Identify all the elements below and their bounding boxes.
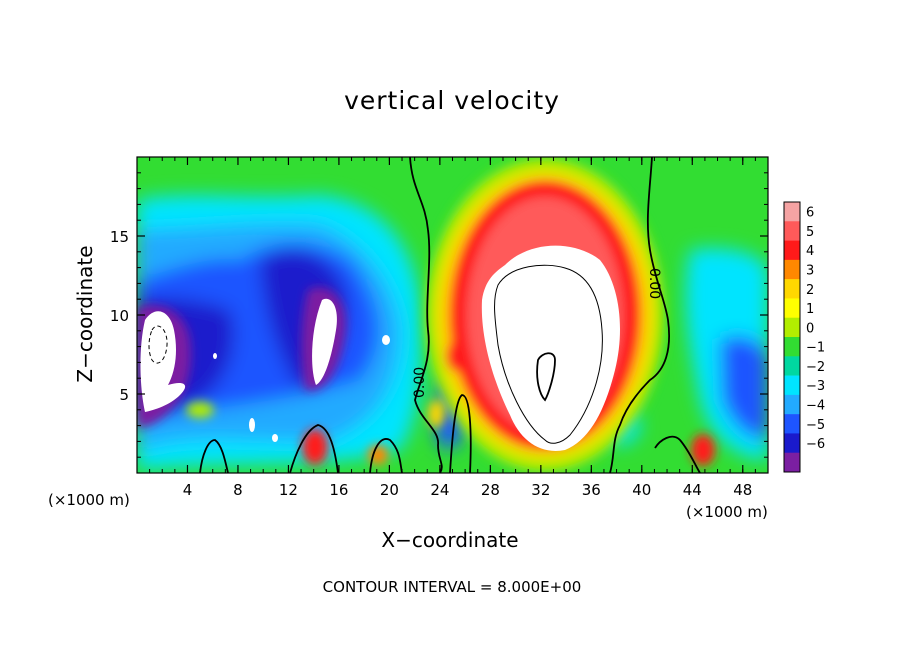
colorbar-label: 0 [806, 321, 814, 336]
colorbar-swatch [784, 337, 800, 357]
colorbar-swatch [784, 221, 800, 241]
x-tick-label: 8 [233, 481, 243, 499]
contour-label: 0.00 [412, 367, 428, 398]
colorbar-swatch [784, 375, 800, 396]
colorbar-swatch [784, 317, 800, 338]
colorbar-swatch [784, 202, 800, 222]
y-tick-label: 10 [110, 307, 129, 325]
colorbar-label: −2 [806, 360, 825, 375]
colorbar-swatch [784, 356, 800, 376]
colorbar-label: 3 [806, 264, 814, 279]
chart-title: vertical velocity [344, 86, 560, 115]
colorbar-label: 6 [806, 206, 814, 221]
colorbar-label: 2 [806, 283, 814, 298]
x-tick-label: 24 [430, 481, 449, 499]
x-axis-ticks: 4 8 12 16 20 24 28 32 36 40 44 48 [149, 157, 756, 499]
x-tick-label: 20 [380, 481, 399, 499]
contour-interval: CONTOUR INTERVAL = 8.000E+00 [322, 578, 582, 596]
colorbar-label: 5 [806, 225, 814, 240]
colorbar-swatch [784, 298, 800, 319]
colorbar-frame [783, 201, 801, 473]
x-tick-label: 40 [632, 481, 651, 499]
y-axis-label: Z−coordinate [73, 245, 97, 383]
white-updraft-core [481, 245, 620, 451]
contour-label: 0.00 [646, 268, 662, 299]
colorbar-label: −1 [806, 341, 825, 356]
y-tick-label: 15 [110, 228, 129, 246]
colorbar-label: −4 [806, 399, 825, 414]
colorbar-label: 4 [806, 244, 814, 259]
colorbar-swatch [784, 240, 800, 261]
x-tick-label: 32 [531, 481, 550, 499]
x-tick-label: 36 [582, 481, 601, 499]
colorbar-swatch [784, 414, 800, 434]
colorbar-label: −6 [806, 437, 825, 452]
white-downdraft-left [140, 311, 186, 412]
y-tick-label: 5 [119, 386, 129, 404]
colorbar-swatch [784, 259, 800, 280]
colorbar-swatch [784, 433, 800, 454]
x-tick-label: 48 [733, 481, 752, 499]
x-axis-label: X−coordinate [381, 528, 519, 552]
x-tick-label: 44 [683, 481, 702, 499]
x-tick-label: 4 [183, 481, 193, 499]
colorbar-label: −3 [806, 379, 825, 394]
colorbar-swatch [784, 279, 800, 299]
white-downdraft-mid [312, 298, 337, 385]
colorbar-label: −5 [806, 418, 825, 433]
x-tick-label: 12 [279, 481, 298, 499]
x-tick-label: 28 [481, 481, 500, 499]
zero-contours [199, 157, 701, 473]
y-axis-ticks: 5 10 15 [110, 172, 768, 458]
colorbar-label: 1 [806, 302, 814, 317]
z-unit-label: (×1000 m) [686, 503, 768, 521]
colorbar: 6 5 4 3 2 1 0 −1 −2 −3 −4 −5 −6 [783, 201, 825, 473]
x-tick-label: 16 [329, 481, 348, 499]
heatmap-field: 0.00 0.00 [137, 157, 768, 473]
colorbar-swatch [784, 394, 800, 415]
x-unit-label: (×1000 m) [48, 491, 130, 509]
colorbar-swatch [784, 452, 800, 473]
